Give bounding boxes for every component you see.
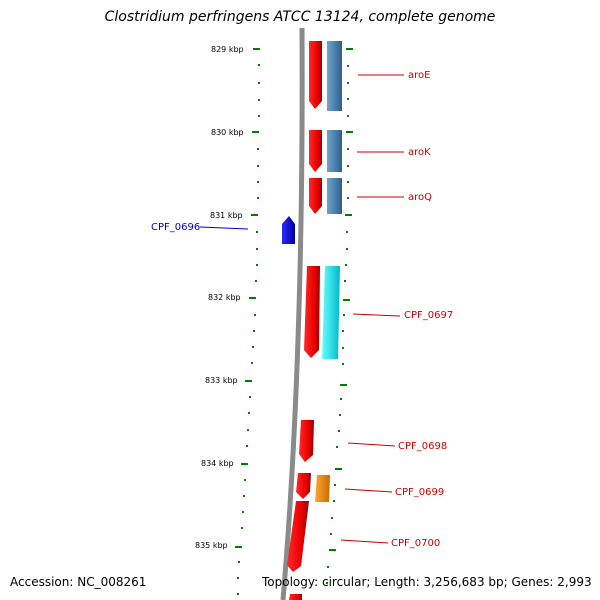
- gene-CPF_0700[interactable]: [287, 501, 309, 572]
- forward-strand-genes: [287, 41, 322, 600]
- gene-labels: aroE aroK aroQ CPF_0696 CPF_0697 CPF_069…: [151, 70, 453, 549]
- gene-label[interactable]: CPF_0700: [391, 538, 440, 549]
- gene-CPF_0697[interactable]: [304, 266, 320, 358]
- scale-label: 831 kbp: [210, 211, 243, 220]
- cog-block: [322, 266, 340, 359]
- scale-label: 835 kbp: [195, 541, 228, 550]
- gene-CPF_0698[interactable]: [299, 420, 314, 462]
- cog-block: [327, 178, 342, 214]
- scale-label: 833 kbp: [205, 376, 238, 385]
- gene-label[interactable]: CPF_0699: [395, 487, 444, 498]
- gene-label[interactable]: aroQ: [408, 192, 432, 203]
- gene-label[interactable]: aroK: [408, 147, 431, 158]
- gene-label[interactable]: aroE: [408, 70, 430, 81]
- inner-ruler: [235, 48, 260, 595]
- scale-labels: 829 kbp 830 kbp 831 kbp 832 kbp 833 kbp …: [195, 45, 244, 550]
- gene-aroK[interactable]: [309, 130, 322, 172]
- gene-label[interactable]: CPF_0696: [151, 222, 200, 233]
- label-leaders: [199, 74, 404, 544]
- gene-label[interactable]: CPF_0698: [398, 441, 447, 452]
- cog-blocks: [315, 41, 342, 502]
- gene-label[interactable]: CPF_0697: [404, 310, 453, 321]
- gene-next[interactable]: [289, 594, 302, 600]
- gene-aroE[interactable]: [309, 41, 322, 109]
- gene-CPF_0696[interactable]: [282, 216, 295, 244]
- gene-aroQ[interactable]: [309, 178, 322, 214]
- topology-text: Topology: circular; Length: 3,256,683 bp…: [262, 575, 592, 589]
- scale-label: 829 kbp: [211, 45, 244, 54]
- scale-label: 830 kbp: [211, 128, 244, 137]
- cog-block: [315, 475, 330, 502]
- cog-block: [327, 41, 342, 111]
- cog-block: [327, 130, 342, 172]
- genome-backbone: [280, 27, 305, 600]
- outer-ruler: [326, 48, 353, 584]
- scale-label: 832 kbp: [208, 293, 241, 302]
- map-title: Clostridium perfringens ATCC 13124, comp…: [104, 9, 496, 25]
- accession-text: Accession: NC_008261: [10, 575, 147, 589]
- scale-label: 834 kbp: [201, 459, 234, 468]
- gene-CPF_0699[interactable]: [296, 473, 311, 499]
